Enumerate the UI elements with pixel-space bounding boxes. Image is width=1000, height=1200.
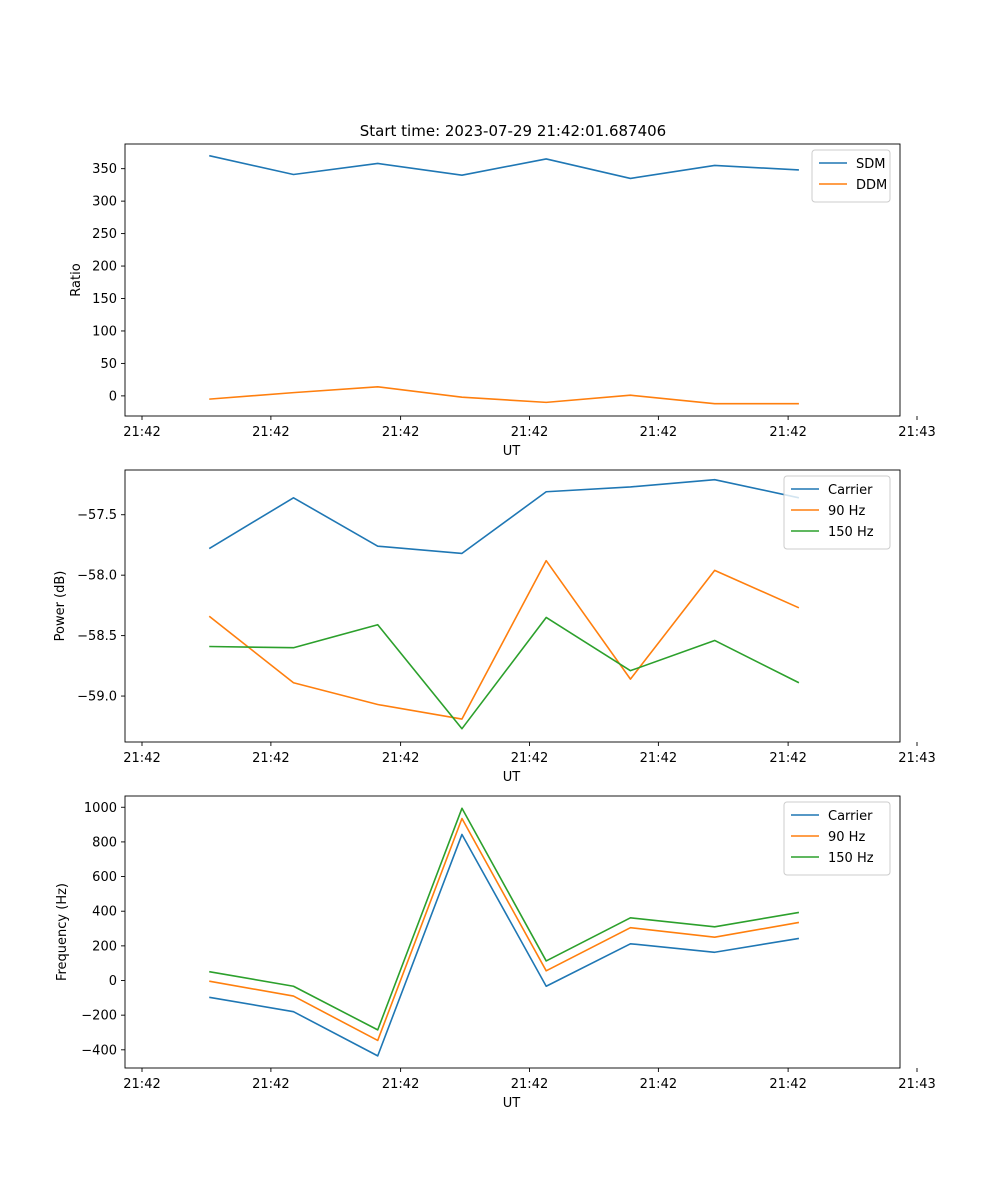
legend-label: Carrier bbox=[828, 483, 873, 498]
legend-label: Carrier bbox=[828, 809, 873, 824]
y-tick-label: 600 bbox=[92, 870, 117, 885]
y-axis-label: Power (dB) bbox=[53, 571, 68, 642]
y-tick-label: 50 bbox=[100, 357, 117, 372]
y-tick-label: 0 bbox=[109, 974, 117, 989]
y-tick-label: 200 bbox=[92, 260, 117, 275]
legend-label: 90 Hz bbox=[828, 504, 865, 519]
subplot-3: 21:42 21:42 21:42 21:42 21:42 21:42 21:43 −400 −… bbox=[55, 795, 936, 1111]
x-tick-label: 21:42 bbox=[769, 751, 806, 766]
x-tick-label: 21:42 bbox=[123, 1077, 160, 1092]
y-tick-label: 150 bbox=[92, 292, 117, 307]
legend-label: 90 Hz bbox=[828, 830, 865, 845]
x-tick-label: 21:42 bbox=[252, 1077, 289, 1092]
y-tick-label: −58.5 bbox=[77, 629, 117, 644]
x-tick-label: 21:42 bbox=[640, 1077, 677, 1092]
x-tick-label: 21:42 bbox=[123, 425, 160, 440]
legend: Carrier 90 Hz 150 Hz bbox=[783, 801, 891, 876]
axes-frame bbox=[124, 143, 901, 417]
series-line-150-hz bbox=[209, 807, 800, 1031]
x-tick-label: 21:42 bbox=[511, 751, 548, 766]
x-tick-label: 21:42 bbox=[252, 425, 289, 440]
x-tick-label: 21:42 bbox=[123, 751, 160, 766]
subplots: 21:42 21:42 21:42 21:42 21:42 21:42 21:43 0 50 10… bbox=[53, 143, 936, 1111]
series-line-90-hz bbox=[208, 559, 800, 720]
y-axis-label: Frequency (Hz) bbox=[55, 883, 70, 981]
y-tick-label: 1000 bbox=[84, 801, 117, 816]
legend-label: SDM bbox=[856, 157, 885, 172]
series-line-150-hz bbox=[209, 616, 800, 730]
x-tick-label: 21:42 bbox=[769, 1077, 806, 1092]
legend: SDM DDM bbox=[811, 149, 891, 203]
x-axis-label: UT bbox=[503, 444, 521, 459]
y-tick-label: −200 bbox=[81, 1009, 117, 1024]
y-tick-label: −400 bbox=[81, 1043, 117, 1058]
y-tick-label: 200 bbox=[92, 939, 117, 954]
x-tick-label: 21:42 bbox=[511, 425, 548, 440]
y-tick-label: 250 bbox=[92, 227, 117, 242]
series-line-90-hz bbox=[209, 817, 800, 1042]
y-tick-label: 800 bbox=[92, 835, 117, 850]
x-tick-label: 21:43 bbox=[898, 751, 935, 766]
y-tick-label: 350 bbox=[92, 162, 117, 177]
x-tick-label: 21:42 bbox=[769, 425, 806, 440]
legend: Carrier 90 Hz 150 Hz bbox=[783, 475, 891, 550]
x-tick-label: 21:42 bbox=[252, 751, 289, 766]
x-tick-label: 21:42 bbox=[382, 751, 419, 766]
series-line-sdm bbox=[209, 154, 799, 180]
y-tick-label: −58.0 bbox=[77, 569, 117, 584]
y-tick-label: 100 bbox=[92, 324, 117, 339]
x-axis-label: UT bbox=[503, 1096, 521, 1111]
legend-label: DDM bbox=[856, 178, 887, 193]
y-tick-label: −57.5 bbox=[77, 508, 117, 523]
y-tick-label: 0 bbox=[109, 389, 117, 404]
x-tick-label: 21:43 bbox=[898, 425, 935, 440]
y-tick-label: −59.0 bbox=[77, 690, 117, 705]
figure-title: Start time: 2023-07-29 21:42:01.687406 bbox=[360, 122, 666, 140]
series-line-carrier bbox=[209, 833, 800, 1057]
x-tick-label: 21:42 bbox=[640, 751, 677, 766]
x-tick-label: 21:42 bbox=[382, 1077, 419, 1092]
x-axis-label: UT bbox=[503, 770, 521, 785]
axes-frame bbox=[124, 469, 901, 743]
y-axis-label: Ratio bbox=[69, 263, 84, 296]
series-line-carrier bbox=[208, 478, 800, 555]
subplot-1: 21:42 21:42 21:42 21:42 21:42 21:42 21:43 0 50 10… bbox=[69, 143, 936, 459]
x-tick-label: 21:42 bbox=[640, 425, 677, 440]
x-tick-label: 21:42 bbox=[382, 425, 419, 440]
y-tick-label: 300 bbox=[92, 195, 117, 210]
series-line-ddm bbox=[209, 385, 799, 405]
legend-label: 150 Hz bbox=[828, 525, 874, 540]
subplot-2: 21:42 21:42 21:42 21:42 21:42 21:42 21:43 −59.0… bbox=[53, 469, 936, 785]
x-tick-label: 21:43 bbox=[898, 1077, 935, 1092]
axes-frame bbox=[124, 795, 901, 1069]
x-tick-label: 21:42 bbox=[511, 1077, 548, 1092]
y-tick-label: 400 bbox=[92, 905, 117, 920]
legend-label: 150 Hz bbox=[828, 851, 874, 866]
